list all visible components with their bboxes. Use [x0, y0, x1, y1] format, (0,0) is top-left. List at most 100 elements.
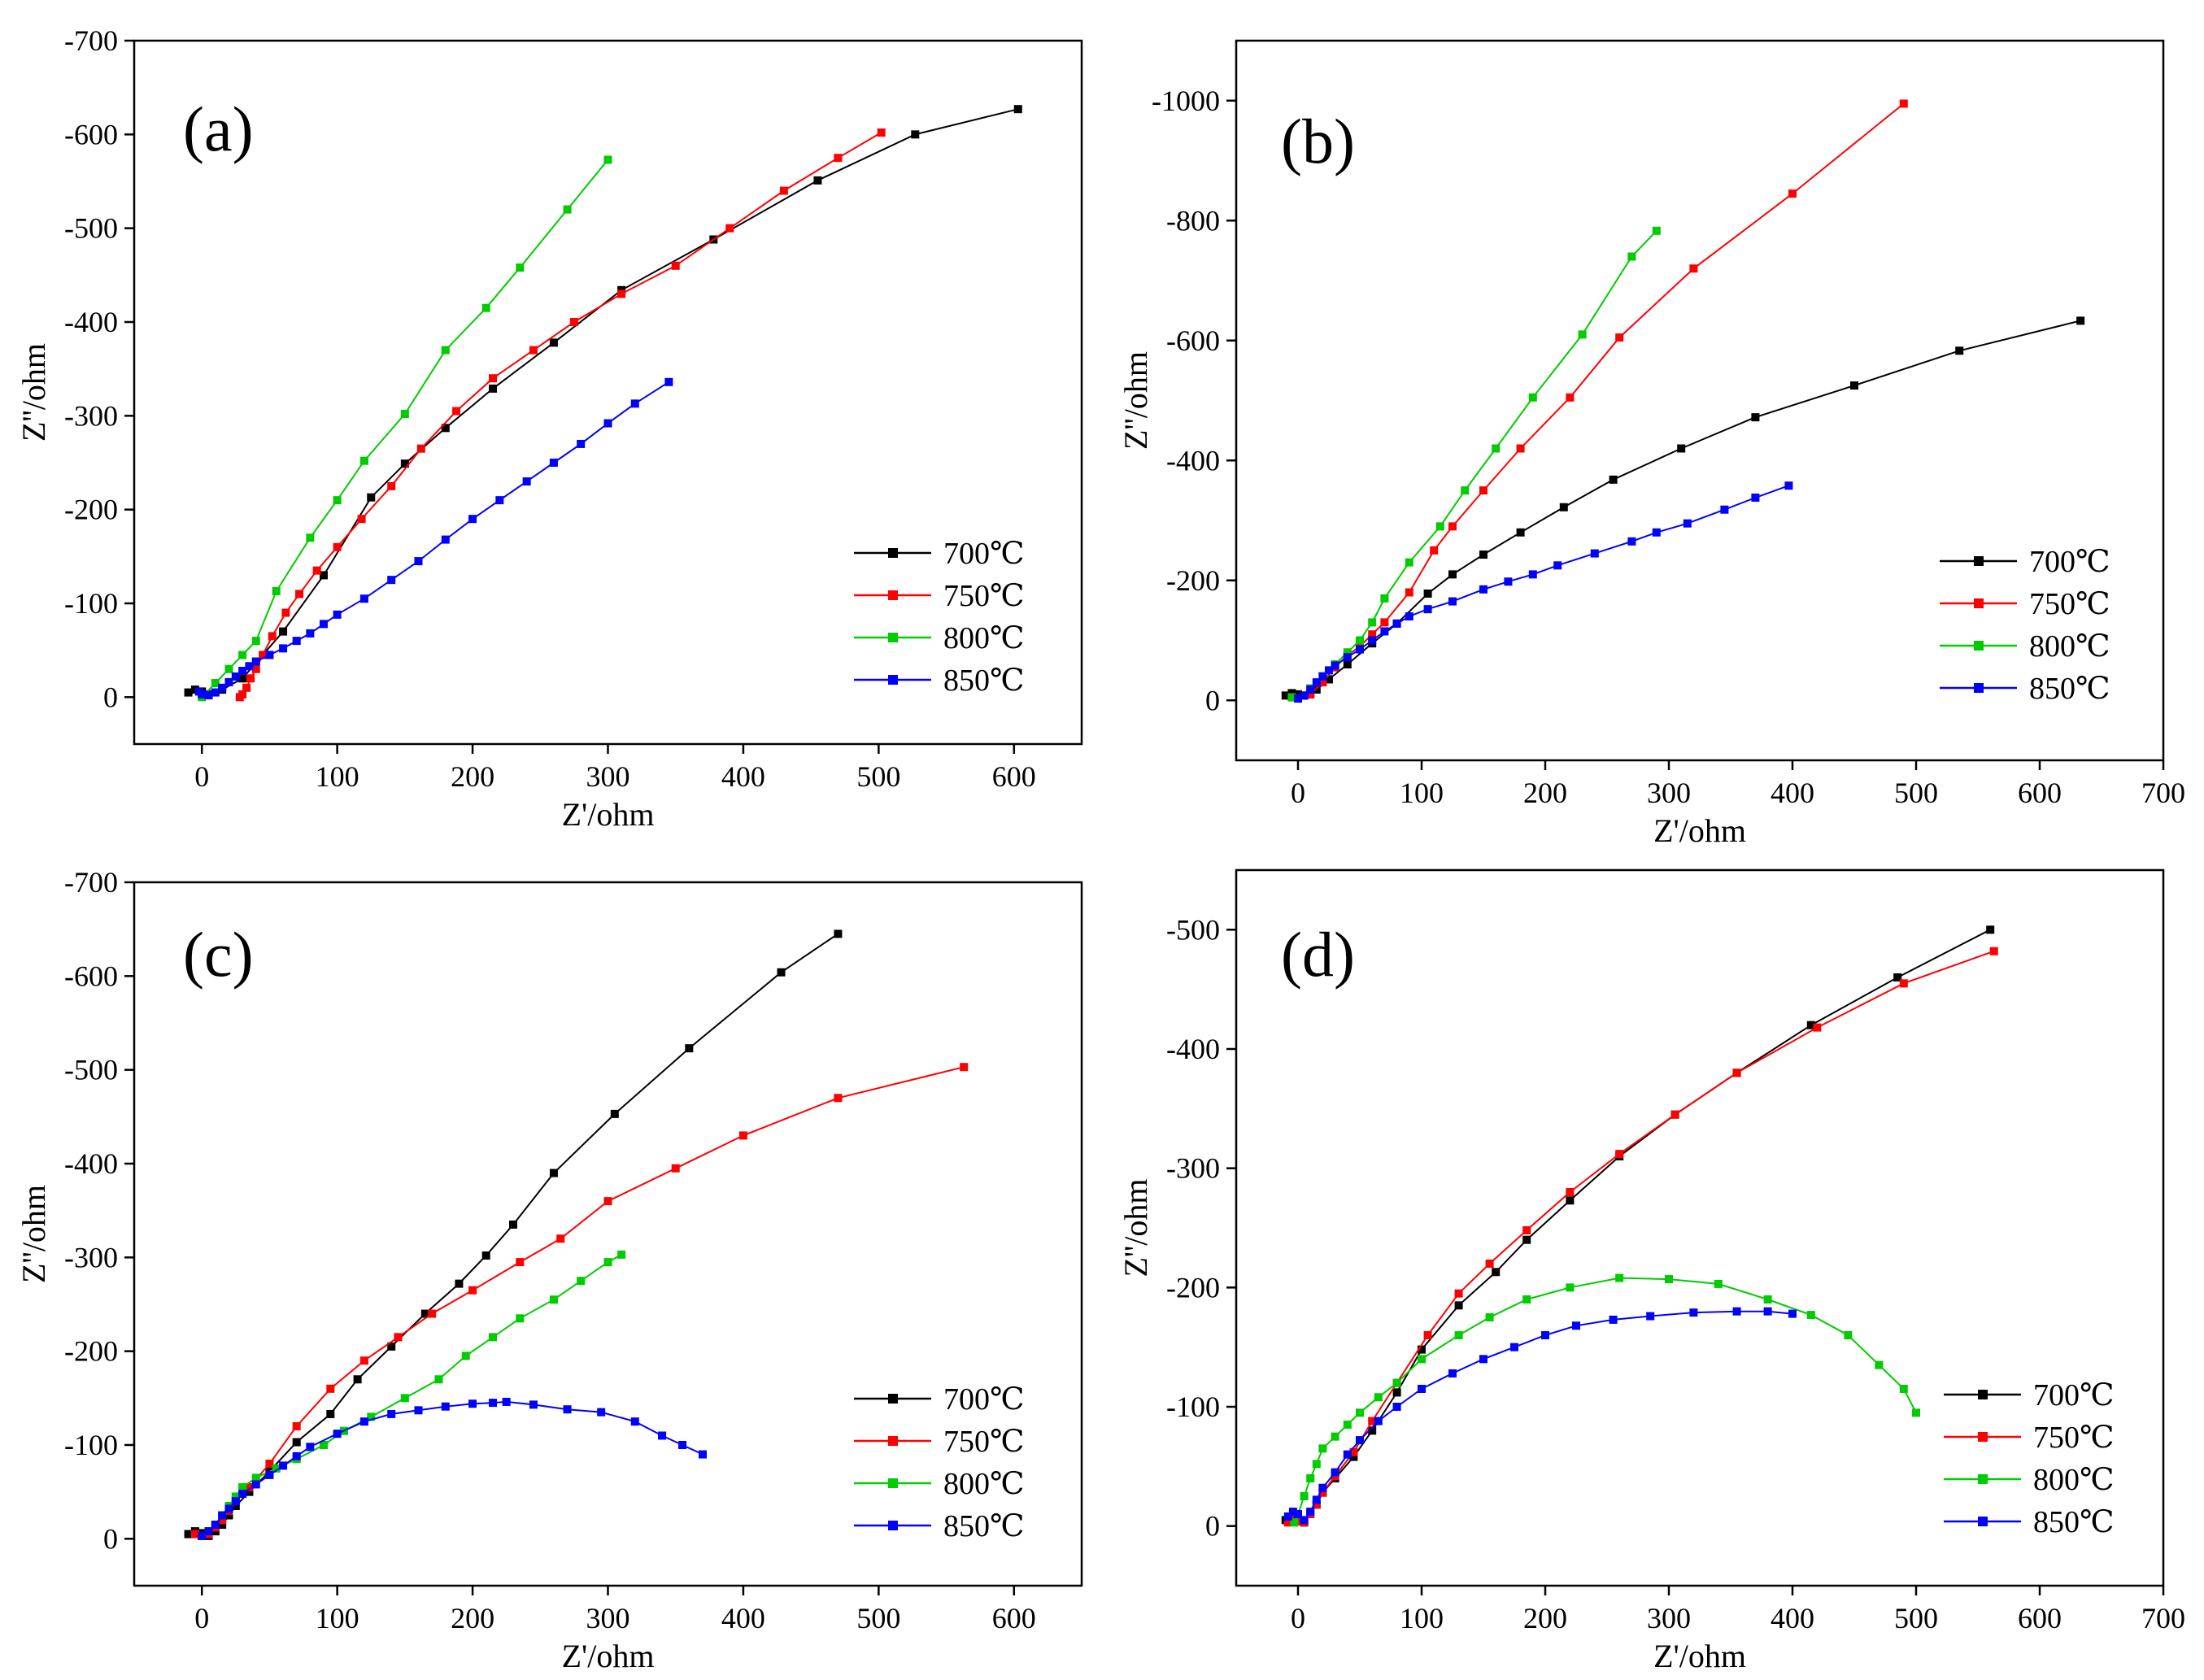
legend-entry: 700℃ — [2033, 1378, 2115, 1412]
series-line — [1291, 102, 1905, 700]
data-point — [333, 542, 342, 551]
y-tick-label: 0 — [1205, 1510, 1220, 1543]
data-point — [699, 1450, 707, 1459]
data-point — [630, 1417, 639, 1426]
data-point — [245, 662, 254, 671]
data-point — [295, 590, 304, 598]
data-point — [428, 1309, 437, 1318]
data-point — [1368, 636, 1377, 645]
data-point — [306, 1443, 315, 1452]
data-point — [1553, 561, 1562, 570]
series-line — [1287, 950, 1995, 1524]
data-point — [238, 690, 247, 699]
x-tick-label: 300 — [586, 1602, 630, 1634]
data-point — [387, 1342, 396, 1351]
x-tick-label: 100 — [316, 760, 359, 793]
data-point — [1356, 1436, 1364, 1445]
data-point — [1306, 1508, 1315, 1517]
data-point — [400, 459, 409, 468]
plot-frame — [1235, 39, 2165, 762]
data-point — [198, 690, 207, 699]
data-point — [1448, 597, 1457, 606]
legend: 700℃ 750℃ 800℃ 850℃ — [854, 537, 1025, 698]
data-point — [481, 303, 490, 312]
data-point — [1343, 1450, 1352, 1459]
data-point — [1392, 1378, 1401, 1387]
data-point — [1423, 605, 1432, 614]
data-point — [306, 629, 315, 638]
legend-marker — [888, 1521, 898, 1530]
x-tick-label: 300 — [586, 760, 630, 793]
data-point — [610, 1109, 619, 1118]
series-750 — [1283, 947, 1998, 1527]
data-point — [1615, 333, 1624, 342]
data-point — [1281, 691, 1290, 700]
data-point — [1454, 1331, 1463, 1339]
data-point — [725, 224, 734, 233]
x-tick-label: 100 — [1400, 777, 1444, 809]
data-point — [1813, 1023, 1822, 1032]
x-tick-label: 200 — [451, 760, 494, 793]
series-850 — [1294, 481, 1793, 703]
data-point — [218, 683, 227, 692]
data-point — [1528, 570, 1537, 579]
data-point — [367, 493, 376, 502]
series-800 — [1290, 1273, 1920, 1527]
y-tick-label: -800 — [1166, 204, 1220, 237]
data-point — [279, 627, 288, 636]
data-point — [218, 1511, 227, 1520]
data-point — [549, 1169, 558, 1177]
data-point — [1788, 189, 1797, 198]
y-tick-label: -300 — [64, 399, 118, 432]
data-point — [1912, 1408, 1920, 1417]
data-point — [577, 1277, 586, 1286]
data-point — [224, 664, 233, 673]
data-point — [461, 1351, 470, 1360]
data-point — [211, 1521, 220, 1530]
data-point — [516, 263, 525, 272]
data-point — [251, 1480, 260, 1489]
data-point — [1578, 330, 1587, 339]
data-point — [326, 1384, 335, 1393]
data-point — [1300, 691, 1309, 700]
data-point — [1349, 1447, 1358, 1456]
series-700 — [184, 105, 1022, 699]
x-tick-label: 0 — [1291, 1602, 1305, 1634]
x-tick-label: 0 — [1291, 777, 1305, 809]
series-line — [194, 1066, 965, 1537]
data-point — [238, 1482, 247, 1491]
data-point — [1343, 660, 1352, 668]
data-point — [359, 1417, 368, 1426]
data-point — [1392, 1403, 1401, 1411]
y-tick-label: -600 — [1166, 324, 1220, 357]
data-point — [1850, 381, 1858, 390]
data-point — [1528, 393, 1537, 402]
data-point — [238, 651, 247, 659]
legend-marker — [888, 1394, 898, 1404]
x-axis-label: Z'/ohm — [1653, 812, 1746, 849]
x-axis-label: Z'/ohm — [562, 796, 655, 833]
x-tick-label: 0 — [194, 760, 209, 793]
data-point — [1609, 475, 1618, 484]
data-point — [320, 620, 328, 629]
data-point — [1368, 1417, 1377, 1425]
x-tick-label: 400 — [1771, 777, 1814, 809]
data-point — [238, 1489, 247, 1498]
data-point — [420, 1309, 429, 1318]
data-point — [1566, 1188, 1575, 1196]
data-point — [1516, 444, 1525, 453]
data-point — [272, 1464, 281, 1473]
data-point — [1899, 979, 1908, 988]
y-tick-label: -400 — [64, 1147, 118, 1180]
data-point — [452, 407, 461, 416]
data-point — [198, 1531, 207, 1540]
data-point — [1479, 1355, 1487, 1364]
data-point — [357, 515, 366, 524]
data-point — [1590, 549, 1599, 558]
data-point — [1312, 1495, 1321, 1504]
data-point — [1331, 661, 1339, 670]
data-point — [1485, 1313, 1494, 1321]
legend-marker — [1974, 598, 1984, 608]
data-point — [1318, 1483, 1327, 1492]
y-tick-label: 0 — [103, 681, 118, 713]
